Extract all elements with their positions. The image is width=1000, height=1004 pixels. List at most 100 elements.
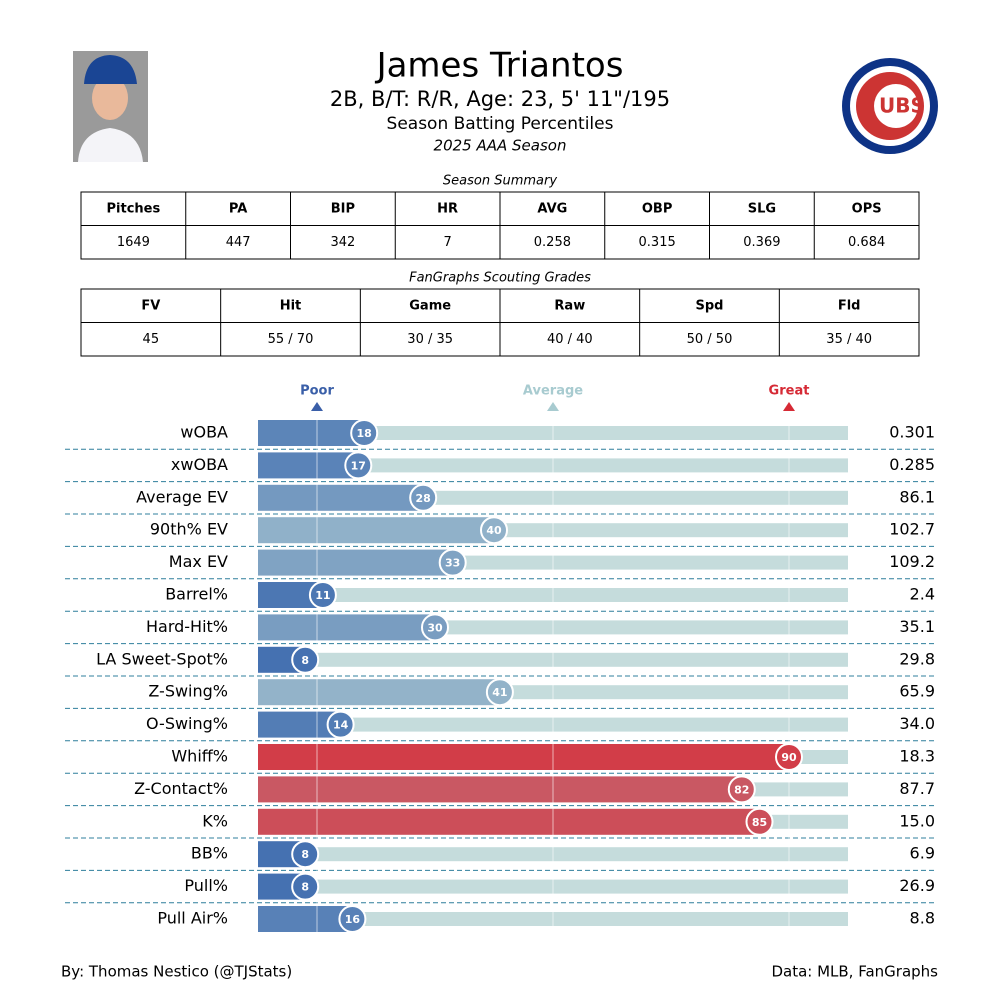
stat-value: 0.301 xyxy=(889,423,935,442)
table-cell: 0.369 xyxy=(743,235,780,250)
percentile-label: 41 xyxy=(492,686,507,699)
table-header: PA xyxy=(229,201,247,216)
percentile-label: 14 xyxy=(333,719,349,732)
stat-value: 102.7 xyxy=(889,520,935,539)
table-header: HR xyxy=(437,201,458,216)
row-label: 90th% EV xyxy=(150,520,228,539)
stat-value: 6.9 xyxy=(910,844,935,863)
table-header: Hit xyxy=(280,298,302,313)
footer-source: Data: MLB, FanGraphs xyxy=(771,963,938,981)
table-cell: 0.684 xyxy=(848,235,885,250)
percentile-label: 85 xyxy=(752,816,767,829)
percentile-marker xyxy=(480,516,508,545)
table-header: BIP xyxy=(331,201,355,216)
table-cell: 45 xyxy=(143,332,160,347)
stat-value: 15.0 xyxy=(899,811,935,830)
percentile-marker xyxy=(438,548,467,577)
table-cell: 55 / 70 xyxy=(268,332,314,347)
row-label: LA Sweet-Spot% xyxy=(96,649,228,668)
stat-value: 29.8 xyxy=(899,649,935,668)
percentile-marker xyxy=(291,645,320,674)
stat-value: 0.285 xyxy=(889,455,935,474)
percentile-label: 17 xyxy=(351,459,366,472)
percentile-marker xyxy=(421,613,449,642)
table-cell: 0.315 xyxy=(639,235,676,250)
percentile-label: 11 xyxy=(315,589,330,602)
percentile-label: 40 xyxy=(486,524,502,537)
table-header: OPS xyxy=(852,201,882,216)
table-cell: 447 xyxy=(226,235,251,250)
bar xyxy=(258,906,353,932)
row-label: BB% xyxy=(191,844,228,863)
stat-value: 65.9 xyxy=(899,682,935,701)
stat-value: 26.9 xyxy=(899,876,935,895)
percentile-label: 16 xyxy=(345,913,361,926)
table-cell: 0.258 xyxy=(534,235,571,250)
table-cell: 342 xyxy=(330,235,355,250)
percentile-marker xyxy=(338,905,367,933)
bar xyxy=(258,808,760,835)
percentile-label: 8 xyxy=(301,654,309,667)
table-header: Spd xyxy=(696,298,724,313)
x-tick-label: Average xyxy=(523,384,583,399)
x-tick-label: Poor xyxy=(300,384,334,399)
bar xyxy=(258,452,359,479)
row-label: Hard-Hit% xyxy=(146,617,228,636)
player-bio: 2B, B/T: R/R, Age: 23, 5' 11"/195 xyxy=(330,87,670,111)
row-label: Max EV xyxy=(169,552,228,571)
percentile-marker xyxy=(745,807,774,836)
percentile-label: 8 xyxy=(301,881,309,894)
table-cell: 50 / 50 xyxy=(687,332,733,347)
percentile-marker xyxy=(291,840,320,869)
table-cell: 35 / 40 xyxy=(826,332,872,347)
tick-marker xyxy=(783,402,795,411)
row-label: Pull Air% xyxy=(157,909,228,928)
percentile-marker xyxy=(326,710,355,739)
stat-value: 86.1 xyxy=(899,487,935,506)
row-label: O-Swing% xyxy=(146,714,228,733)
table-cell: 1649 xyxy=(117,235,150,250)
percentile-label: 8 xyxy=(301,848,309,861)
row-label: Whiff% xyxy=(171,747,228,766)
bar xyxy=(258,744,789,770)
row-label: xwOBA xyxy=(171,455,228,474)
percentile-label: 28 xyxy=(416,492,431,505)
stat-value: 87.7 xyxy=(899,779,935,798)
percentile-label: 18 xyxy=(357,427,372,440)
percentile-marker xyxy=(409,483,438,512)
subtitle: Season Batting Percentiles xyxy=(387,114,614,134)
stat-value: 18.3 xyxy=(899,747,935,766)
stat-value: 2.4 xyxy=(910,585,935,604)
table-cell: 7 xyxy=(443,235,451,250)
table-header: AVG xyxy=(537,201,567,216)
percentile-label: 30 xyxy=(427,621,443,634)
percentile-marker xyxy=(727,775,756,804)
bar xyxy=(258,614,435,641)
percentile-marker xyxy=(485,678,514,707)
season: 2025 AAA Season xyxy=(434,137,567,155)
row-label: Average EV xyxy=(136,487,228,506)
row-label: Pull% xyxy=(184,876,228,895)
table-header: Raw xyxy=(554,298,585,313)
bar xyxy=(258,549,453,576)
percentile-marker xyxy=(344,451,373,480)
row-label: Z-Contact% xyxy=(134,779,228,798)
stat-value: 35.1 xyxy=(899,617,935,636)
percentile-label: 33 xyxy=(445,557,460,570)
table-header: Game xyxy=(409,298,451,313)
player-photo xyxy=(73,51,148,162)
table-title: Season Summary xyxy=(443,174,557,189)
percentile-marker xyxy=(775,743,803,771)
percentile-label: 90 xyxy=(781,751,797,764)
tick-marker xyxy=(311,402,323,411)
player-name: James Triantos xyxy=(375,46,624,86)
bar xyxy=(258,776,742,803)
row-label: Z-Swing% xyxy=(148,682,228,701)
footer-credit: By: Thomas Nestico (@TJStats) xyxy=(61,963,292,981)
stat-value: 8.8 xyxy=(910,909,935,928)
stat-value: 34.0 xyxy=(899,714,935,733)
percentile-marker xyxy=(308,581,337,609)
table-cell: 40 / 40 xyxy=(547,332,593,347)
row-label: Barrel% xyxy=(165,585,228,604)
